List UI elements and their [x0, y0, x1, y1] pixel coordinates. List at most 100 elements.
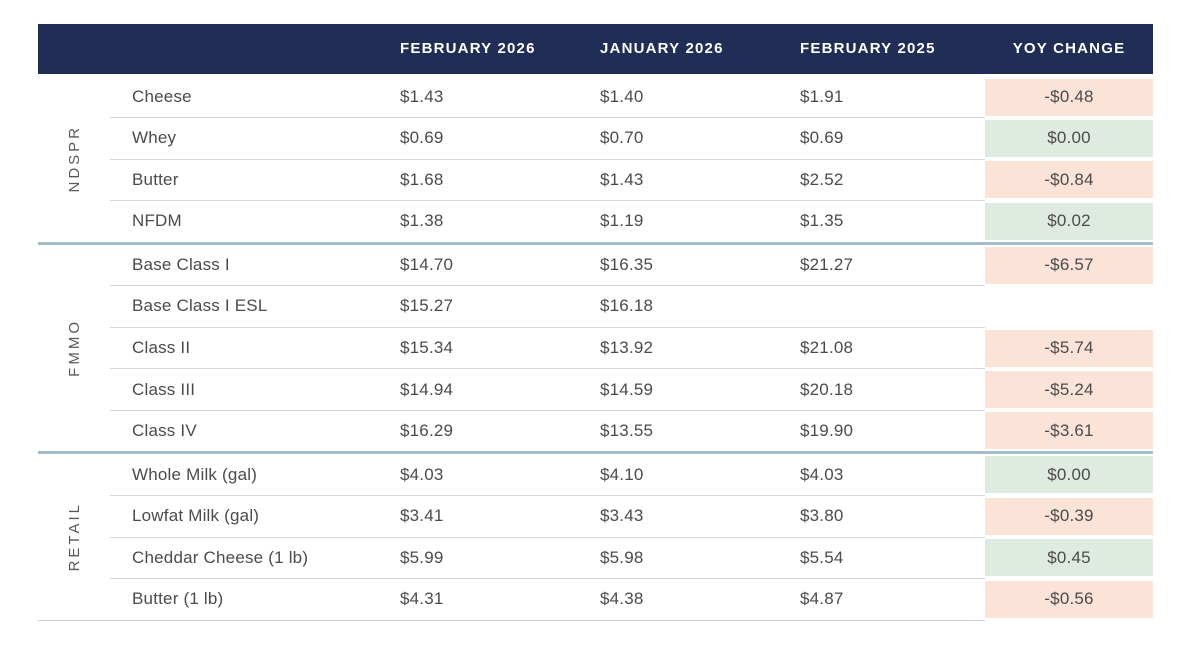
row-label: Class II	[110, 327, 390, 370]
price-cell-feb-2025: $21.08	[790, 327, 985, 370]
row-label: Base Class I ESL	[110, 285, 390, 328]
price-cell-feb-2025: $1.35	[790, 200, 985, 245]
yoy-change-cell: -$0.56	[985, 579, 1153, 621]
price-cell-feb-2026: $5.99	[390, 537, 590, 580]
price-cell-feb-2026: $4.03	[390, 452, 590, 496]
price-cell-feb-2026: $1.43	[390, 75, 590, 118]
price-cell-feb-2025: $4.87	[790, 578, 985, 621]
row-label: Lowfat Milk (gal)	[110, 495, 390, 538]
price-cell-jan-2026: $5.98	[590, 537, 790, 580]
column-header-february-2025: FEBRUARY 2025	[790, 24, 985, 77]
table-row: Lowfat Milk (gal) $3.41 $3.43 $3.80 -$0.39	[38, 495, 1153, 538]
price-cell-jan-2026: $1.43	[590, 159, 790, 202]
price-cell-jan-2026: $3.43	[590, 495, 790, 538]
row-label: NFDM	[110, 200, 390, 245]
price-cell-feb-2025: $2.52	[790, 159, 985, 202]
yoy-change-value: -$3.61	[985, 412, 1153, 450]
table-row: Butter $1.68 $1.43 $2.52 -$0.84	[38, 159, 1153, 202]
price-cell-feb-2026: $4.31	[390, 578, 590, 621]
header-corner-spacer	[38, 24, 390, 77]
price-cell-jan-2026: $16.18	[590, 285, 790, 328]
price-cell-feb-2025	[790, 285, 985, 328]
yoy-change-value: -$0.84	[985, 161, 1153, 199]
section-label-text: NDSPR	[65, 125, 83, 193]
yoy-change-cell: $0.45	[985, 537, 1153, 579]
price-cell-feb-2025: $20.18	[790, 368, 985, 411]
yoy-change-value: $0.45	[985, 539, 1153, 577]
price-cell-jan-2026: $4.10	[590, 452, 790, 496]
yoy-change-value: -$5.24	[985, 371, 1153, 409]
yoy-change-value: -$0.48	[985, 78, 1153, 116]
yoy-change-value: $0.00	[985, 456, 1153, 494]
table-header-row: FEBRUARY 2026 JANUARY 2026 FEBRUARY 2025…	[38, 24, 1153, 77]
price-cell-feb-2026: $14.70	[390, 243, 590, 287]
price-cell-jan-2026: $1.19	[590, 200, 790, 245]
yoy-change-cell: $0.00	[985, 453, 1153, 496]
yoy-change-value	[985, 288, 1153, 325]
row-label: Base Class I	[110, 243, 390, 287]
price-cell-jan-2026: $4.38	[590, 578, 790, 621]
yoy-change-value: $0.02	[985, 202, 1153, 240]
price-cell-feb-2025: $1.91	[790, 75, 985, 118]
table-row: RETAIL Whole Milk (gal) $4.03 $4.10 $4.03 $0.…	[38, 452, 1153, 621]
yoy-change-cell: -$0.84	[985, 159, 1153, 201]
table-row: Class III $14.94 $14.59 $20.18 -$5.24	[38, 368, 1153, 411]
price-cell-jan-2026: $1.40	[590, 75, 790, 118]
price-cell-jan-2026: $13.55	[590, 410, 790, 455]
table-row: Class II $15.34 $13.92 $21.08 -$5.74	[38, 327, 1153, 370]
price-cell-feb-2025: $3.80	[790, 495, 985, 538]
yoy-change-cell: -$5.24	[985, 369, 1153, 411]
price-cell-feb-2025: $0.69	[790, 117, 985, 160]
table-row: FMMO Base Class I $14.70 $16.35 $21.27 -$6.57	[38, 243, 1153, 455]
table-body: NDSPR Cheese $1.43 $1.40 $1.91 -$0.48 Whey $0.6…	[38, 75, 1153, 621]
price-cell-jan-2026: $16.35	[590, 243, 790, 287]
price-cell-feb-2026: $1.38	[390, 200, 590, 245]
yoy-change-cell: -$6.57	[985, 243, 1153, 286]
yoy-change-value: -$0.39	[985, 497, 1153, 535]
price-cell-jan-2026: $0.70	[590, 117, 790, 160]
table-row: Cheddar Cheese (1 lb) $5.99 $5.98 $5.54 $0.4…	[38, 537, 1153, 580]
section-label-retail: RETAIL	[38, 452, 110, 621]
price-cell-feb-2025: $19.90	[790, 410, 985, 455]
table-row: Class IV $16.29 $13.55 $19.90 -$3.61	[38, 410, 1153, 455]
price-cell-feb-2025: $5.54	[790, 537, 985, 580]
yoy-change-cell	[985, 286, 1153, 328]
section-label-text: FMMO	[65, 319, 83, 377]
yoy-change-value: -$5.74	[985, 329, 1153, 367]
row-label: Class IV	[110, 410, 390, 455]
price-cell-feb-2026: $15.34	[390, 327, 590, 370]
price-cell-feb-2026: $3.41	[390, 495, 590, 538]
yoy-change-cell: $0.00	[985, 118, 1153, 160]
table-row: Butter (1 lb) $4.31 $4.38 $4.87 -$0.56	[38, 578, 1153, 621]
dairy-price-table: FEBRUARY 2026 JANUARY 2026 FEBRUARY 2025…	[38, 24, 1153, 621]
table-row: Whey $0.69 $0.70 $0.69 $0.00	[38, 117, 1153, 160]
price-table: FEBRUARY 2026 JANUARY 2026 FEBRUARY 2025…	[38, 24, 1153, 621]
row-label: Class III	[110, 368, 390, 411]
table-row: NDSPR Cheese $1.43 $1.40 $1.91 -$0.48	[38, 75, 1153, 245]
yoy-change-cell: -$0.39	[985, 495, 1153, 537]
price-cell-feb-2025: $4.03	[790, 452, 985, 496]
price-cell-feb-2026: $14.94	[390, 368, 590, 411]
row-label: Butter	[110, 159, 390, 202]
row-label: Cheddar Cheese (1 lb)	[110, 537, 390, 580]
price-cell-feb-2026: $0.69	[390, 117, 590, 160]
row-label: Cheese	[110, 75, 390, 118]
price-cell-jan-2026: $14.59	[590, 368, 790, 411]
yoy-change-value: -$0.56	[985, 580, 1153, 618]
price-cell-feb-2026: $16.29	[390, 410, 590, 455]
price-cell-feb-2026: $1.68	[390, 159, 590, 202]
yoy-change-value: $0.00	[985, 119, 1153, 157]
yoy-change-cell: $0.02	[985, 200, 1153, 245]
section-label-ndspr: NDSPR	[38, 75, 110, 245]
section-label-text: RETAIL	[65, 502, 83, 572]
yoy-change-value: -$6.57	[985, 246, 1153, 284]
row-label: Whey	[110, 117, 390, 160]
row-label: Whole Milk (gal)	[110, 452, 390, 496]
column-header-january-2026: JANUARY 2026	[590, 24, 790, 77]
yoy-change-cell: -$3.61	[985, 410, 1153, 455]
yoy-change-cell: -$5.74	[985, 327, 1153, 369]
row-label: Butter (1 lb)	[110, 578, 390, 621]
price-cell-jan-2026: $13.92	[590, 327, 790, 370]
price-cell-feb-2025: $21.27	[790, 243, 985, 287]
price-cell-feb-2026: $15.27	[390, 285, 590, 328]
